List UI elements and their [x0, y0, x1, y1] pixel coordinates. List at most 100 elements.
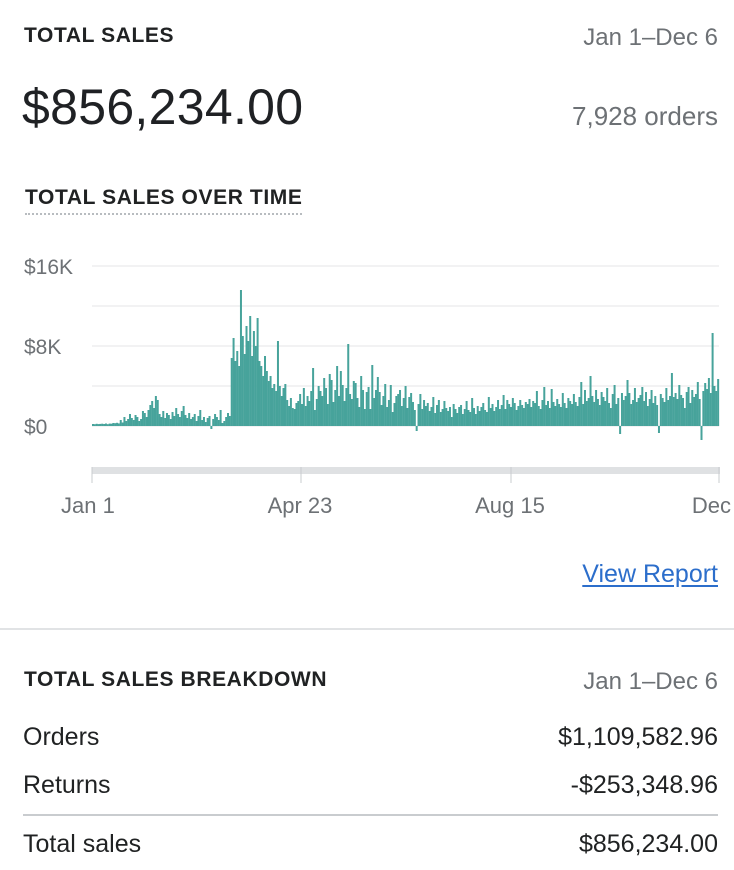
bar — [648, 399, 651, 426]
bar — [302, 388, 305, 426]
bar — [580, 382, 583, 426]
bar — [443, 401, 446, 426]
bar — [228, 416, 231, 426]
y-tick-label: $8K — [24, 336, 61, 359]
bar — [495, 407, 498, 426]
bar — [670, 373, 673, 426]
bar — [360, 376, 363, 426]
bar — [430, 407, 433, 426]
bar — [445, 408, 448, 426]
bar — [635, 402, 638, 426]
bar — [325, 388, 328, 426]
bar — [543, 387, 546, 426]
bar — [265, 371, 268, 426]
bar — [656, 405, 659, 426]
bar — [450, 417, 453, 426]
chart-scrollbar[interactable] — [92, 467, 720, 474]
bar — [399, 390, 402, 426]
bar — [426, 403, 429, 426]
bar — [374, 390, 377, 426]
bar — [184, 415, 187, 426]
bar — [315, 399, 318, 426]
bar — [582, 404, 585, 426]
total-sales-label: TOTAL SALES — [24, 24, 175, 47]
x-tick-label: Apr 23 — [268, 493, 333, 518]
bar — [173, 416, 176, 426]
bar — [258, 361, 261, 426]
bar — [715, 391, 718, 426]
bar — [620, 393, 623, 426]
bar — [589, 376, 592, 426]
bar — [308, 401, 311, 426]
bar — [160, 417, 163, 426]
bar — [439, 412, 442, 426]
bar — [232, 338, 235, 426]
bar — [633, 388, 636, 426]
bar — [611, 394, 614, 426]
bar — [706, 389, 709, 426]
bar — [598, 405, 601, 426]
view-report-link[interactable]: View Report — [582, 560, 718, 588]
orders-count: 7,928 orders — [572, 101, 718, 131]
bar — [717, 379, 720, 426]
bar — [572, 394, 575, 426]
bar — [415, 426, 418, 431]
chart-title[interactable]: TOTAL SALES OVER TIME — [25, 186, 303, 215]
bar — [212, 419, 215, 426]
bar — [432, 397, 435, 426]
bar — [286, 400, 289, 426]
bar — [180, 411, 183, 426]
bar — [293, 409, 296, 426]
bar — [119, 420, 122, 426]
bar — [190, 419, 193, 426]
bar — [487, 397, 490, 426]
bar — [128, 414, 131, 426]
bar — [280, 396, 283, 426]
bar — [365, 392, 368, 426]
breakdown-row-returns-label: Returns — [23, 771, 111, 799]
chart-bars — [92, 290, 720, 440]
bar — [578, 397, 581, 426]
bar — [349, 394, 352, 426]
bar — [524, 402, 527, 426]
sales-over-time-chart[interactable]: $16K $8K $0 Jan 1 Apr 23 Aug 15 Dec — [0, 250, 734, 530]
bar — [448, 407, 451, 426]
bar — [350, 399, 353, 426]
bar — [239, 290, 242, 426]
bar — [204, 422, 207, 426]
bar — [197, 416, 200, 426]
bar — [707, 378, 710, 426]
bar — [521, 405, 524, 426]
breakdown-row-returns-value: -$253,348.96 — [570, 771, 718, 799]
bar — [713, 386, 716, 426]
bar — [262, 376, 265, 426]
bar — [389, 385, 392, 426]
bar — [565, 408, 568, 426]
bar — [567, 398, 570, 426]
bar — [539, 409, 542, 426]
x-tick-label: Dec — [692, 493, 731, 518]
bar — [563, 403, 566, 426]
bar — [341, 385, 344, 426]
bar — [397, 394, 400, 426]
bar — [202, 417, 205, 426]
bar — [114, 423, 117, 426]
date-range: Jan 1–Dec 6 — [583, 24, 718, 51]
bar — [465, 401, 468, 426]
bar — [336, 366, 339, 426]
bar — [193, 414, 196, 426]
bar — [554, 406, 557, 426]
bar — [208, 416, 211, 426]
bar — [343, 401, 346, 426]
bar — [249, 316, 252, 426]
bar — [419, 394, 422, 426]
bar — [517, 406, 520, 426]
bar — [201, 420, 204, 426]
section-divider — [0, 628, 734, 630]
bar — [619, 426, 622, 434]
bar — [134, 415, 137, 426]
bar — [569, 401, 572, 426]
bar — [608, 403, 611, 426]
bar — [130, 418, 133, 426]
bar — [423, 400, 426, 426]
